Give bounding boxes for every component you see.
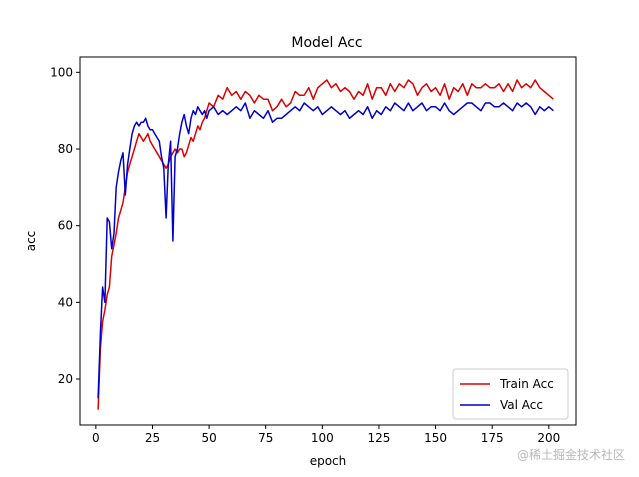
x-tick-label: 25	[145, 431, 160, 445]
x-tick-label: 200	[537, 431, 560, 445]
series-line-train-acc	[97, 79, 554, 410]
y-tick-label: 20	[58, 372, 73, 386]
y-axis-ticks: 20 40 60 80 100	[50, 65, 80, 386]
x-tick-label: 75	[258, 431, 273, 445]
x-tick-label: 50	[201, 431, 216, 445]
x-tick-label: 0	[92, 431, 100, 445]
y-axis-label: acc	[24, 231, 38, 252]
x-tick-label: 175	[481, 431, 504, 445]
x-axis-ticks: 0 25 50 75 100 125 150 175 200	[92, 425, 560, 445]
y-tick-label: 100	[50, 65, 73, 79]
legend-label-train: Train Acc	[499, 377, 554, 391]
y-tick-label: 60	[58, 219, 73, 233]
legend-label-val: Val Acc	[500, 398, 543, 412]
x-tick-label: 100	[311, 431, 334, 445]
plot-area: 0 25 50 75 100 125 150 175 200 20 40 60 80 100	[50, 56, 577, 445]
legend-box	[452, 368, 569, 420]
x-tick-label: 150	[424, 431, 447, 445]
chart-title: Model Acc	[291, 35, 362, 51]
y-tick-label: 40	[58, 295, 73, 309]
series-lines	[97, 79, 554, 410]
plot-frame	[79, 56, 577, 426]
series-line-val-acc	[97, 102, 554, 399]
watermark: @稀土掘金技术社区	[516, 448, 625, 462]
y-tick-label: 80	[58, 142, 73, 156]
legend: Train Acc Val Acc	[452, 368, 569, 420]
x-axis-label: epoch	[310, 454, 347, 468]
x-tick-label: 125	[368, 431, 391, 445]
